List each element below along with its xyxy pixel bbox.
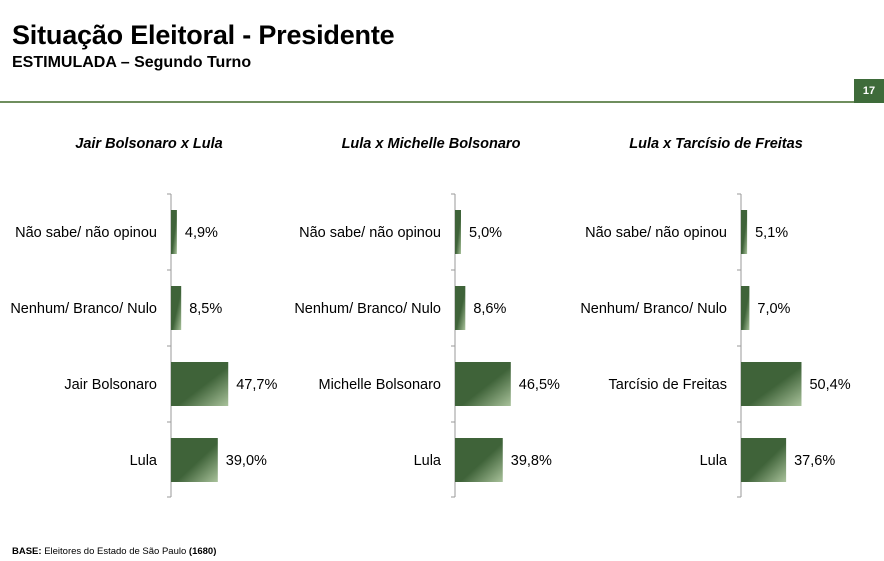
category-label: Lula — [414, 453, 442, 469]
footer-base-text: Eleitores do Estado de São Paulo — [41, 546, 189, 557]
category-label: Nenhum/ Branco/ Nulo — [294, 301, 441, 317]
bar — [171, 438, 218, 482]
footer-base-label: BASE: — [12, 546, 42, 557]
footer-base-n: (1680) — [188, 546, 217, 557]
category-label: Jair Bolsonaro — [64, 377, 157, 393]
data-label: 37,6% — [794, 453, 835, 469]
bar — [741, 362, 802, 406]
category-label: Não sabe/ não opinou — [299, 225, 441, 241]
bar — [171, 286, 182, 330]
header-divider — [0, 101, 854, 103]
category-label: Michelle Bolsonaro — [318, 377, 441, 393]
data-label: 5,1% — [755, 225, 788, 241]
bar — [741, 210, 748, 254]
bar — [741, 438, 787, 482]
chart-panel-2: Lula x Michelle Bolsonaro Não sabe/ não o… — [294, 136, 560, 498]
data-label: 39,0% — [226, 453, 267, 469]
chart-title: Lula x Michelle Bolsonaro — [342, 136, 521, 152]
data-label: 8,5% — [189, 301, 222, 317]
data-label: 47,7% — [236, 377, 277, 393]
footer-base-note: BASE: Eleitores do Estado de São Paulo (… — [12, 546, 216, 557]
bar — [455, 286, 466, 330]
category-label: Não sabe/ não opinou — [585, 225, 727, 241]
category-label: Não sabe/ não opinou — [15, 225, 157, 241]
page-subtitle: ESTIMULADA – Segundo Turno — [12, 54, 252, 71]
chart-title: Jair Bolsonaro x Lula — [75, 136, 222, 152]
data-label: 39,8% — [511, 453, 552, 469]
category-label: Tarcísio de Freitas — [609, 377, 727, 393]
data-label: 7,0% — [757, 301, 790, 317]
chart-title: Lula x Tarcísio de Freitas — [629, 136, 803, 152]
data-label: 46,5% — [519, 377, 560, 393]
bar — [455, 362, 511, 406]
bar — [171, 362, 229, 406]
page-number-badge: 17 — [854, 79, 884, 103]
category-label: Lula — [130, 453, 158, 469]
category-label: Lula — [700, 453, 728, 469]
chart-panel-3: Lula x Tarcísio de Freitas Não sabe/ não … — [580, 136, 851, 498]
data-label: 50,4% — [809, 377, 850, 393]
category-label: Nenhum/ Branco/ Nulo — [10, 301, 157, 317]
data-label: 5,0% — [469, 225, 502, 241]
data-label: 4,9% — [185, 225, 218, 241]
bar — [455, 438, 503, 482]
bar — [171, 210, 177, 254]
data-label: 8,6% — [473, 301, 506, 317]
bar — [741, 286, 750, 330]
chart-panel-1: Jair Bolsonaro x Lula Não sabe/ não opino… — [10, 136, 277, 498]
bar — [455, 210, 461, 254]
category-label: Nenhum/ Branco/ Nulo — [580, 301, 727, 317]
page-title: Situação Eleitoral - Presidente — [12, 20, 395, 50]
